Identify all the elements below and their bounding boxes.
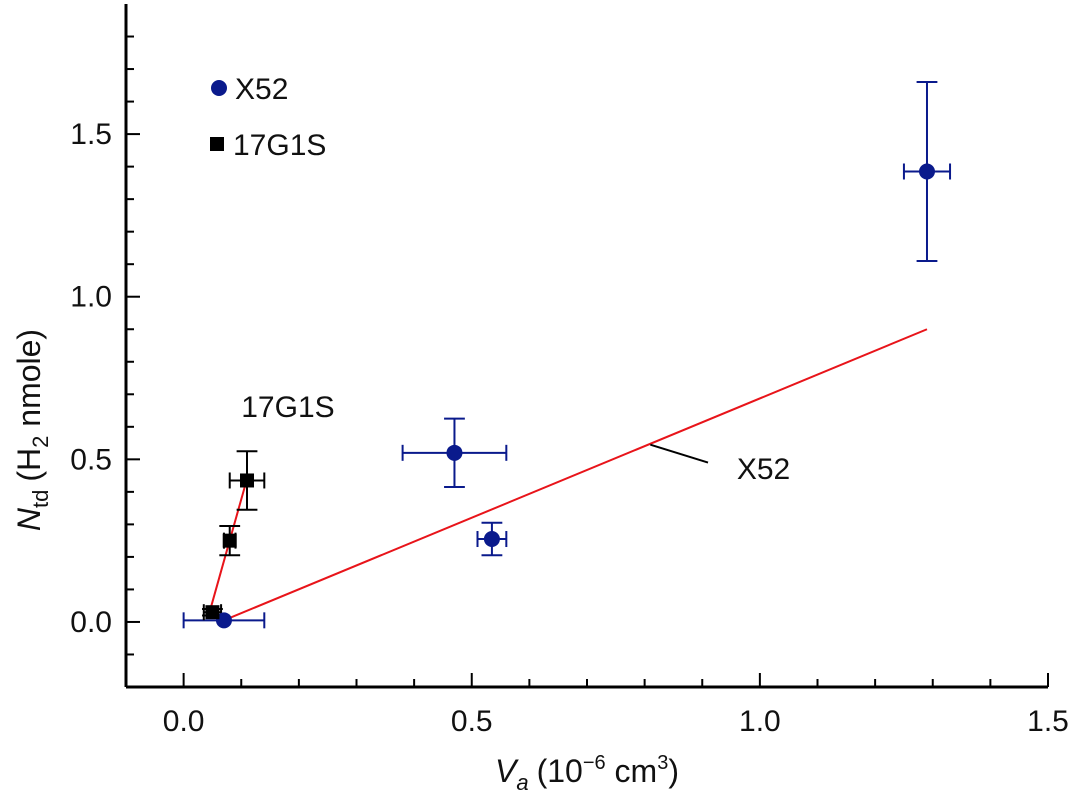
- annotation-leader-line: [650, 443, 709, 464]
- legend-marker-x52: [211, 80, 227, 96]
- data-markers: [205, 163, 935, 629]
- x-axis-title: Va (10−6 cm3): [495, 752, 679, 795]
- y-tick-label: 1.0: [70, 281, 112, 314]
- x-axis-title-exp2: 3: [657, 752, 668, 774]
- axes: [124, 4, 1048, 689]
- annotations: 17G1S X52: [241, 391, 790, 486]
- ticks: 0.0 0.5 1.0 1.5 0.0 0.5 1.0 1.5: [70, 35, 1069, 738]
- fit-lines: [208, 328, 928, 622]
- y-axis-title-main: N: [11, 507, 47, 531]
- annotation-label: X52: [737, 453, 790, 486]
- data-point-17g1s: [240, 473, 255, 488]
- y-axis-title-units: (H: [11, 448, 47, 482]
- x-axis-title-exp: −6: [583, 752, 606, 774]
- fit-line-x52: [223, 328, 928, 622]
- data-point-17g1s: [205, 605, 220, 620]
- y-axis-title-units2: nmole): [11, 329, 47, 436]
- legend-label-17g1s: 17G1S: [233, 129, 326, 162]
- y-axis-title-sub2: 2: [28, 436, 53, 448]
- y-axis-title: Ntd (H2 nmole): [11, 329, 53, 531]
- data-point-x52: [483, 531, 500, 548]
- y-axis-title-sub: td: [28, 490, 53, 508]
- data-point-x52: [215, 612, 232, 629]
- error-bars: [182, 81, 952, 629]
- x-tick-label: 0.5: [451, 705, 493, 738]
- annotation-label: 17G1S: [241, 391, 334, 424]
- data-point-x52: [918, 163, 935, 180]
- x-tick-label: 1.5: [1027, 705, 1069, 738]
- legend-marker-17g1s: [210, 137, 224, 151]
- data-point-17g1s: [222, 533, 237, 548]
- x-axis-title-close: ): [668, 753, 679, 789]
- x-axis-title-units: (10: [537, 753, 583, 789]
- x-axis-title-main: V: [495, 753, 519, 789]
- legend-label-x52: X52: [235, 73, 288, 106]
- y-tick-label: 1.5: [70, 118, 112, 151]
- y-tick-label: 0.5: [70, 443, 112, 476]
- x-tick-label: 0.0: [163, 705, 205, 738]
- data-point-x52: [446, 444, 463, 461]
- x-axis-title-sub: a: [516, 770, 528, 795]
- x-axis-title-units2: cm: [606, 753, 658, 789]
- y-tick-label: 0.0: [70, 606, 112, 639]
- legend: X52 17G1S: [210, 73, 326, 162]
- x-tick-label: 1.0: [739, 705, 781, 738]
